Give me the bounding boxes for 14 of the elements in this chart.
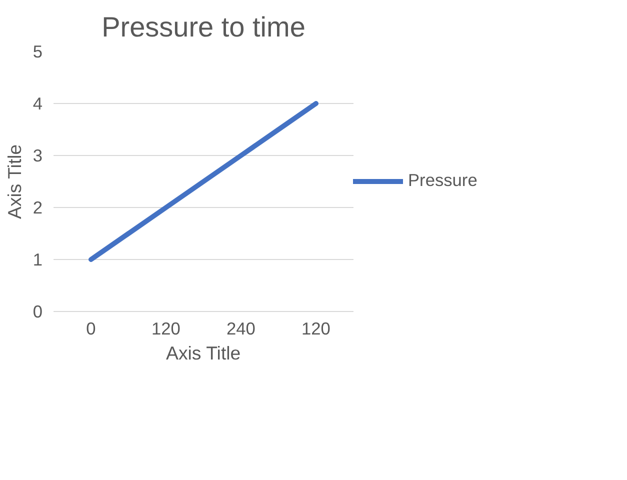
y-tick-label: 0 <box>32 302 43 322</box>
y-tick-label: 5 <box>32 42 43 62</box>
y-axis-title: Axis Title <box>4 144 25 219</box>
y-tick-label: 4 <box>32 94 43 114</box>
x-axis-title: Axis Title <box>166 342 241 364</box>
y-tick-label: 1 <box>32 250 43 270</box>
x-tick-label: 120 <box>152 318 180 338</box>
y-tick-label: 3 <box>32 146 43 166</box>
x-tick-label: 120 <box>302 318 330 338</box>
y-tick-label: 2 <box>32 198 43 218</box>
legend-label: Pressure <box>408 170 478 191</box>
x-tick-label: 240 <box>226 318 256 338</box>
x-tick-label: 0 <box>86 318 96 338</box>
chart-title: Pressure to time <box>102 12 306 42</box>
